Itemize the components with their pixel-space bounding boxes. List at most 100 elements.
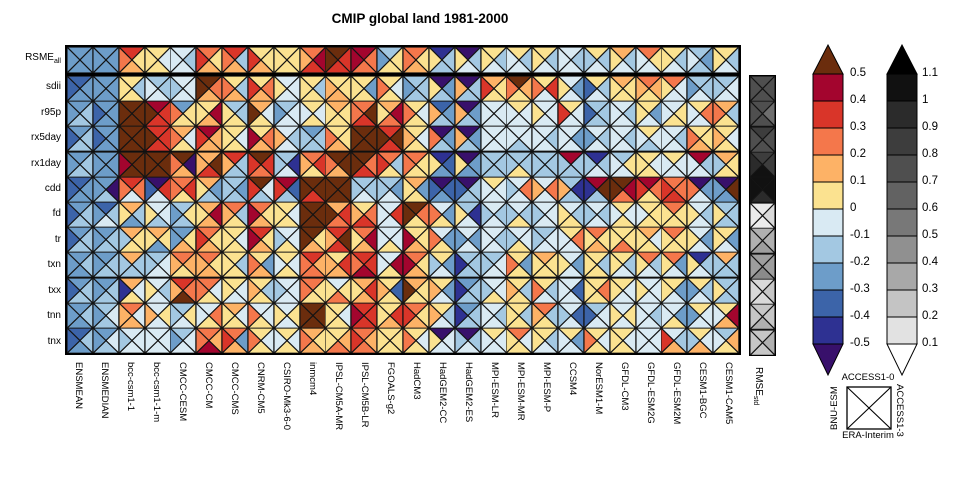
grid-cell xyxy=(480,277,507,303)
rmse-std-cell-tr xyxy=(750,228,775,254)
grid-cell xyxy=(558,47,584,73)
grid-cell xyxy=(428,151,455,177)
grid-cell xyxy=(144,151,171,177)
grid-row-tr xyxy=(67,227,739,253)
grid-cell xyxy=(687,227,714,253)
scale-tick-label: -0.3 xyxy=(850,283,870,295)
scale-tick-label: 0.6 xyxy=(922,202,938,214)
grid-cell xyxy=(687,327,714,354)
grid-cell xyxy=(222,201,248,228)
grid-cell xyxy=(67,76,93,102)
row-label-txx: txx xyxy=(48,284,61,296)
column-label-CMCC-CMS: CMCC-CMS xyxy=(229,362,240,415)
grid-cell xyxy=(299,327,326,354)
grid-cell xyxy=(325,151,352,177)
grid-cell xyxy=(92,252,119,278)
grid-cell xyxy=(532,76,559,102)
legend-label-right: ACCESS1-3 xyxy=(894,384,905,437)
grid-cell xyxy=(325,126,352,152)
column-label-CCSM4: CCSM4 xyxy=(567,362,578,396)
grid-cell xyxy=(144,76,171,102)
grid-cell xyxy=(558,126,584,152)
grid-cell xyxy=(506,176,533,202)
grid-cell xyxy=(170,302,197,328)
grid-cell xyxy=(351,101,378,127)
grid-cell xyxy=(377,101,403,127)
grid-cell xyxy=(377,126,403,152)
grid-cell xyxy=(687,302,714,328)
grid-cell xyxy=(377,302,403,328)
grid-cell xyxy=(118,327,145,354)
grid-cell xyxy=(661,277,688,303)
grid-cell xyxy=(222,151,248,177)
scale-tick-label: 0.3 xyxy=(850,121,866,133)
grid-cell xyxy=(377,227,403,253)
scale-tick-label: 1 xyxy=(922,94,929,106)
grid-cell xyxy=(713,126,739,152)
grid-cell xyxy=(532,126,559,152)
grid-cell xyxy=(454,302,481,328)
rmse-std-cell-rx5day xyxy=(750,126,775,153)
grid-cell xyxy=(144,201,171,228)
chart-title: CMIP global land 1981-2000 xyxy=(331,11,509,26)
grid-cell xyxy=(609,227,636,253)
grid-cell xyxy=(118,151,145,177)
grid-cell xyxy=(428,47,455,73)
grid-cell xyxy=(247,101,274,127)
reference-legend-square xyxy=(846,386,892,435)
grid-cell xyxy=(428,176,455,202)
grid-cell xyxy=(351,176,378,202)
grid-cell xyxy=(222,176,248,202)
grid-cell xyxy=(454,227,481,253)
grid-row-sdii xyxy=(67,76,739,102)
grid-cell xyxy=(713,201,739,228)
grid-cell xyxy=(170,76,197,102)
grid-cell xyxy=(118,101,145,127)
grid-cell xyxy=(687,47,714,73)
grid-cell xyxy=(273,101,300,127)
column-label-HadGEM2-ES: HadGEM2-ES xyxy=(463,362,474,423)
grid-cell xyxy=(299,101,326,127)
grid-cell xyxy=(325,227,352,253)
column-label-HadGEM2-CC: HadGEM2-CC xyxy=(437,362,448,424)
grid-cell xyxy=(583,101,610,127)
grid-cell xyxy=(687,201,714,228)
grid-cell xyxy=(92,302,119,328)
rmse-std-cell-cdd xyxy=(750,177,775,203)
grid-cell xyxy=(247,126,274,152)
grid-row-txx xyxy=(67,277,739,303)
grid-cell xyxy=(583,126,610,152)
grid-cell xyxy=(583,327,610,354)
scale-tick-label: 0.5 xyxy=(850,67,866,79)
grid-cell xyxy=(506,76,533,102)
grid-cell xyxy=(713,277,739,303)
grid-cell xyxy=(67,126,93,152)
grid-cell xyxy=(661,201,688,228)
rmse-std-cell-fd xyxy=(750,202,775,229)
grid-row-txn xyxy=(67,252,739,278)
grid-cell xyxy=(144,277,171,303)
scale-tick-label: 0.4 xyxy=(922,256,938,268)
grid-cell xyxy=(635,302,662,328)
grid-cell xyxy=(402,277,429,303)
grid-cell xyxy=(661,47,688,73)
grid-cell xyxy=(532,327,559,354)
column-label-CNRM-CM5: CNRM-CM5 xyxy=(255,362,266,414)
grid-cell xyxy=(92,227,119,253)
grid-cell xyxy=(196,277,223,303)
grid-cell xyxy=(118,302,145,328)
grid-row-r95p xyxy=(67,101,739,127)
grid-cell xyxy=(402,252,429,278)
grid-cell xyxy=(635,327,662,354)
scale-tick-label: 0.9 xyxy=(922,121,938,133)
grid-cell xyxy=(532,47,559,73)
row-label-tnn: tnn xyxy=(47,310,61,322)
grid-row-fd xyxy=(67,201,739,228)
grid-cell xyxy=(247,151,274,177)
grid-cell xyxy=(532,277,559,303)
grid-cell xyxy=(273,126,300,152)
grid-cell xyxy=(118,47,145,73)
grid-cell xyxy=(170,101,197,127)
grid-cell xyxy=(325,327,352,354)
